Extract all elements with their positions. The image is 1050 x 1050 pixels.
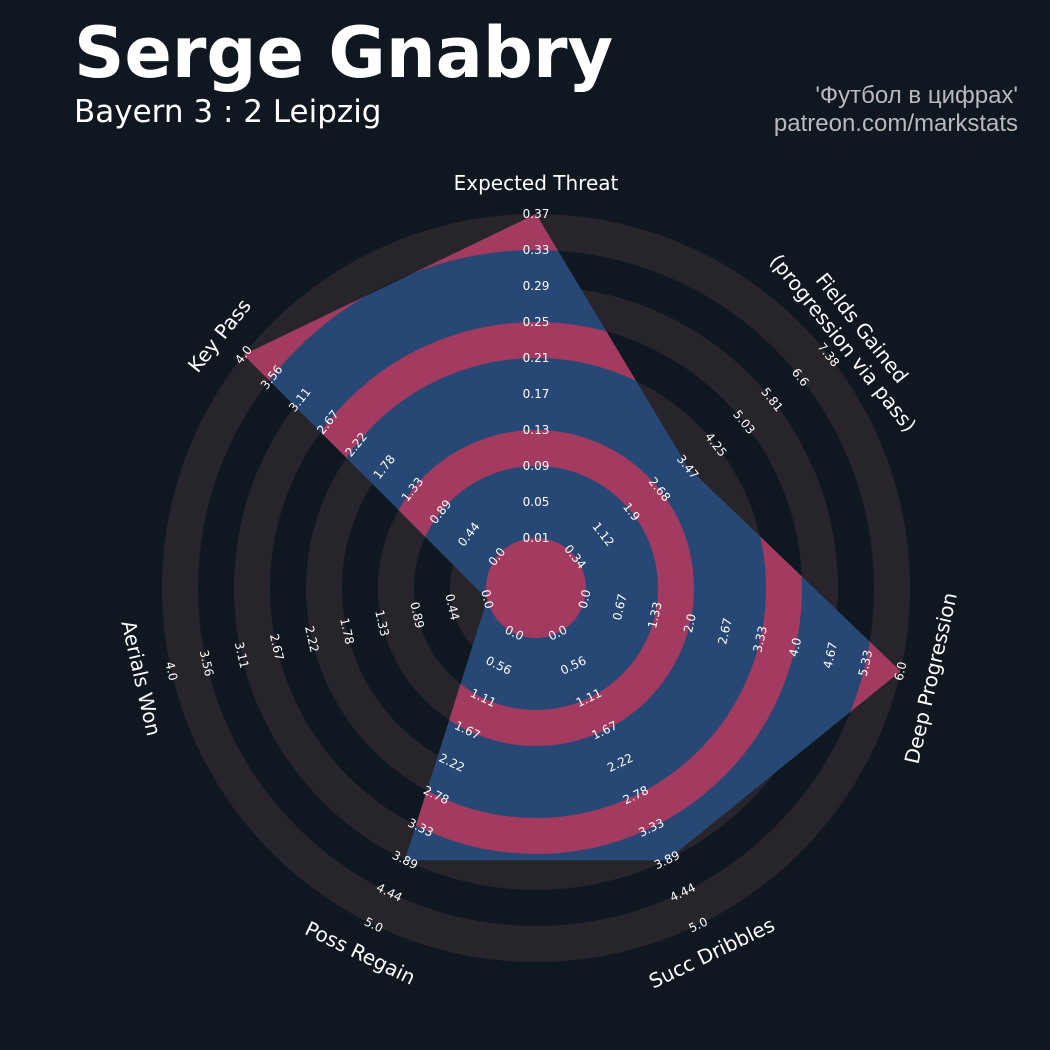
tick-label: 5.33 bbox=[856, 649, 876, 678]
tick-label: 1.33 bbox=[372, 609, 392, 638]
tick-label: 2.67 bbox=[267, 633, 287, 662]
tick-label: 2.67 bbox=[715, 617, 735, 646]
tick-label: 0.33 bbox=[523, 243, 550, 257]
polygon-center bbox=[486, 538, 586, 638]
axis-label-group: Expected Threat bbox=[454, 171, 619, 195]
tick-label: 2.0 bbox=[681, 612, 699, 634]
player-name-title: Serge Gnabry bbox=[74, 12, 614, 94]
tick-label: 1.78 bbox=[337, 617, 357, 646]
tick-label: 0.21 bbox=[523, 351, 550, 365]
tick-label: 3.56 bbox=[197, 649, 217, 678]
tick-label: 0.0 bbox=[576, 588, 594, 610]
axis-label-group: Deep Progression bbox=[900, 590, 962, 766]
credit-channel: 'Футбол в цифрах' bbox=[815, 82, 1018, 109]
match-subtitle: Bayern 3 : 2 Leipzig bbox=[74, 94, 382, 130]
axis-label: Expected Threat bbox=[454, 171, 619, 195]
tick-label: 0.13 bbox=[523, 423, 550, 437]
credit-url: patreon.com/markstats bbox=[773, 110, 1018, 137]
tick-label: 0.44 bbox=[442, 593, 462, 622]
axis-label-group: Aerials Won bbox=[116, 618, 166, 738]
tick-label: 0.09 bbox=[523, 459, 550, 473]
tick-label: 0.25 bbox=[523, 315, 550, 329]
tick-label: 4.0 bbox=[162, 660, 180, 682]
tick-label: 0.17 bbox=[523, 387, 550, 401]
tick-label: 0.37 bbox=[523, 207, 550, 221]
axis-label: Deep Progression bbox=[900, 590, 962, 766]
tick-label: 3.33 bbox=[750, 625, 770, 654]
tick-label: 0.89 bbox=[407, 601, 427, 630]
tick-label: 0.01 bbox=[523, 531, 550, 545]
tick-label: 1.33 bbox=[645, 601, 665, 630]
tick-label: 2.22 bbox=[302, 625, 322, 654]
tick-label: 4.67 bbox=[821, 641, 841, 670]
tick-label: 0.67 bbox=[610, 593, 630, 622]
tick-label: 6.0 bbox=[892, 660, 910, 682]
axis-label: Aerials Won bbox=[116, 618, 166, 738]
radar-tick-labels: 0.01 0.05 0.09 0.13 0.17 0.21 0.25 0.29 0.33 0.37… bbox=[162, 207, 909, 935]
tick-label: 0.05 bbox=[523, 495, 550, 509]
tick-label: 0.29 bbox=[523, 279, 550, 293]
tick-label: 3.11 bbox=[232, 641, 252, 670]
tick-label: 0.0 bbox=[478, 588, 496, 610]
tick-label: 4.0 bbox=[786, 636, 804, 658]
